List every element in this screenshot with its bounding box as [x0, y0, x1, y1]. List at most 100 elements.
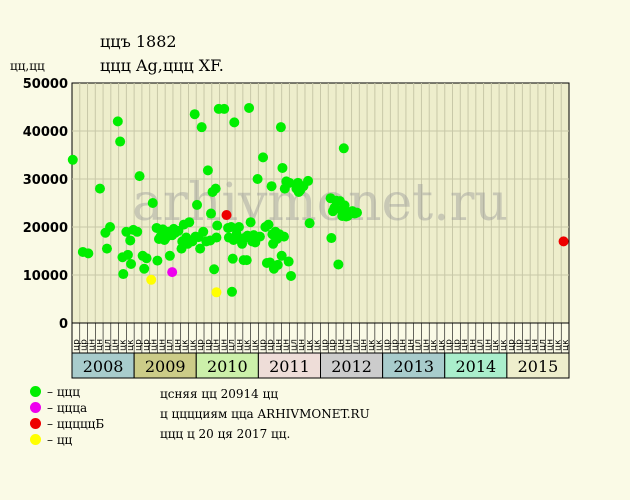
note-date: ццц ц 20 ця 2017 цц.	[160, 427, 291, 441]
month-label: цк	[367, 339, 377, 351]
data-point	[118, 269, 129, 280]
data-point	[122, 249, 133, 260]
month-label: цр	[390, 339, 400, 351]
month-label: цн	[95, 339, 105, 351]
data-point	[333, 259, 344, 270]
year-label: 2013	[393, 357, 434, 376]
month-label: цл	[289, 339, 299, 351]
data-point	[254, 231, 265, 242]
month-label: цк	[429, 339, 439, 351]
data-point	[263, 219, 274, 230]
month-label: цн	[359, 339, 369, 351]
chart-title: ццъ 1882	[100, 32, 177, 51]
note-average-price: цсняя цц 20914 цц	[160, 387, 279, 401]
month-label: цн	[530, 339, 540, 351]
data-point	[184, 217, 195, 228]
month-label: цн	[173, 339, 183, 351]
data-point	[132, 226, 143, 237]
month-label: цк	[188, 339, 198, 351]
month-label: цл	[351, 339, 361, 351]
month-label: цн	[219, 339, 229, 351]
legend-dot-icon	[30, 402, 41, 413]
data-point	[303, 175, 314, 186]
data-point	[339, 200, 350, 211]
data-point	[212, 220, 223, 231]
year-label: 2010	[207, 357, 248, 376]
month-label: цр	[328, 339, 338, 351]
month-label: цн	[522, 339, 532, 351]
y-tick-label: 30000	[23, 173, 68, 188]
data-point	[227, 253, 238, 264]
month-labels: црцрцнцнцлцнцкцкцрцрцнцнцлцнцкцкцрцрцнцн…	[71, 322, 571, 354]
year-label: 2012	[331, 357, 372, 376]
y-axis-unit: цц,цц	[10, 59, 45, 73]
data-point	[134, 171, 145, 182]
month-label: цк	[243, 339, 253, 351]
data-point	[284, 177, 295, 188]
data-point	[105, 222, 116, 232]
legend-dot-icon	[30, 434, 41, 445]
data-point	[276, 250, 287, 261]
data-point	[226, 286, 237, 297]
data-point	[209, 264, 220, 275]
data-point	[164, 250, 175, 261]
data-point	[83, 248, 94, 259]
legend-label: – цццццБ	[47, 416, 105, 431]
month-label: цл	[227, 339, 237, 351]
month-label: цр	[80, 339, 90, 351]
year-band	[257, 352, 321, 379]
data-point	[126, 258, 137, 269]
month-label: цн	[150, 339, 160, 351]
month-label: цр	[383, 339, 393, 351]
legend-dot-icon	[30, 418, 41, 429]
data-point	[206, 208, 217, 219]
month-label: цн	[546, 339, 556, 351]
data-point	[229, 117, 240, 128]
month-label: цн	[297, 339, 307, 351]
month-label: цк	[250, 339, 260, 351]
month-label: цр	[507, 339, 517, 351]
data-point	[241, 255, 252, 266]
year-band	[195, 352, 259, 379]
month-label: цр	[196, 339, 206, 351]
data-point	[266, 181, 277, 192]
legend-label: – ццца	[47, 400, 88, 415]
data-point	[244, 102, 255, 113]
legend-dot-icon	[30, 386, 41, 397]
month-label: цр	[72, 339, 82, 351]
month-label: цн	[212, 339, 222, 351]
month-label: цк	[181, 339, 191, 351]
month-label: цн	[87, 339, 97, 351]
data-point	[279, 231, 290, 242]
data-point	[189, 109, 200, 120]
legend-label: – ццц	[47, 384, 80, 399]
data-point	[258, 152, 269, 163]
legend-item: – ццц	[30, 384, 104, 399]
y-axis-ticks: 0 10000 20000 30000 40000 50000	[23, 77, 68, 332]
month-label: цк	[437, 339, 447, 351]
month-label: цр	[204, 339, 214, 351]
year-label: 2008	[83, 357, 124, 376]
month-label: цр	[452, 339, 462, 351]
month-label: цн	[483, 339, 493, 351]
data-point	[67, 154, 78, 165]
month-label: цн	[274, 339, 284, 351]
legend-label: – цц	[47, 432, 73, 447]
data-point	[192, 199, 203, 210]
data-point	[326, 233, 337, 244]
data-point	[112, 116, 123, 127]
month-label: цн	[460, 339, 470, 351]
data-point	[277, 162, 288, 173]
data-points	[67, 102, 569, 298]
month-label: цк	[491, 339, 501, 351]
month-label: цр	[142, 339, 152, 351]
legend: – ццц – ццца – цццццБ – цц	[30, 384, 104, 448]
month-label: цк	[126, 339, 136, 351]
month-label: цн	[344, 339, 354, 351]
legend-item: – ццца	[30, 400, 104, 415]
month-label: цк	[118, 339, 128, 351]
data-point	[304, 218, 315, 229]
year-band	[382, 352, 446, 379]
data-point	[141, 253, 152, 264]
